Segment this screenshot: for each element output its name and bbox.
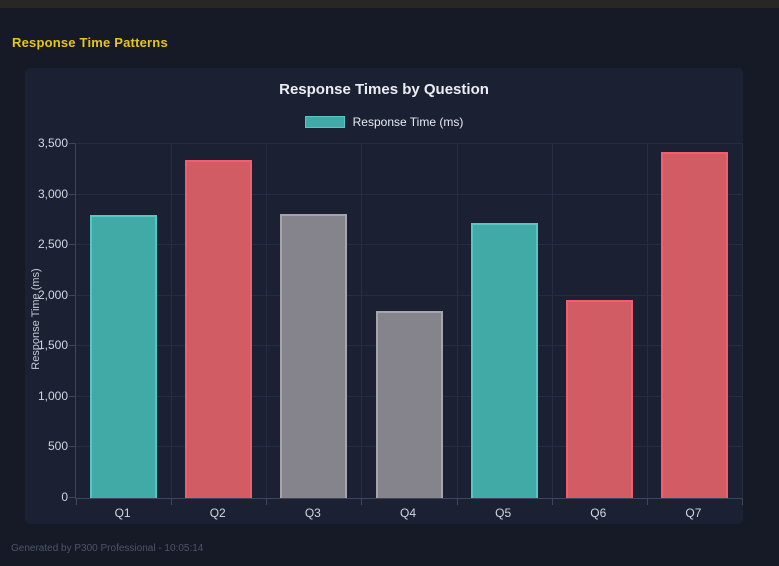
y-tick-mark xyxy=(69,143,75,144)
y-tick-label: 0 xyxy=(61,490,68,504)
x-tick-label: Q3 xyxy=(304,506,321,520)
gridline-vertical xyxy=(646,144,648,498)
chart-legend-item[interactable]: Response Time (ms) xyxy=(25,115,743,129)
gridline-vertical xyxy=(266,144,268,498)
gridline-horizontal xyxy=(76,244,742,246)
gridline-vertical xyxy=(171,144,173,498)
y-tick-label: 2,000 xyxy=(37,287,68,302)
gridline-vertical xyxy=(551,144,553,498)
y-tick-label: 3,000 xyxy=(37,186,68,201)
bar-Q1[interactable] xyxy=(90,214,158,498)
x-tick-label: Q6 xyxy=(590,506,607,520)
bar-Q7[interactable] xyxy=(660,152,728,498)
legend-label: Response Time (ms) xyxy=(352,115,464,129)
y-tick-mark xyxy=(69,497,75,498)
window-top-strip xyxy=(0,0,779,8)
chart-panel: Response Times by Question Response Time… xyxy=(25,68,743,524)
bar-Q2[interactable] xyxy=(185,160,253,498)
gridline-vertical xyxy=(456,144,458,498)
gridline-horizontal xyxy=(76,294,742,296)
bar-Q4[interactable] xyxy=(375,310,443,498)
x-tick-mark xyxy=(742,499,743,505)
y-tick-mark xyxy=(69,244,75,246)
x-tick-label: Q7 xyxy=(685,506,702,520)
x-tick-label: Q2 xyxy=(209,506,226,520)
x-tick-mark xyxy=(266,499,268,505)
y-axis-tick-labels: 0 500 1,000 1,500 2,000 2,500 3,000 3,500 xyxy=(25,136,68,504)
y-tick-mark xyxy=(69,395,75,397)
x-tick-mark xyxy=(361,499,363,505)
y-tick-label: 3,500 xyxy=(37,136,68,150)
bar-Q3[interactable] xyxy=(280,213,348,498)
y-tick-label: 1,000 xyxy=(37,388,68,403)
y-tick-label: 2,500 xyxy=(37,237,68,252)
x-tick-mark xyxy=(646,499,648,505)
plot-area xyxy=(69,143,743,505)
y-tick-label: 500 xyxy=(47,439,68,454)
chart-title: Response Times by Question xyxy=(279,81,489,98)
bar-Q5[interactable] xyxy=(470,222,538,498)
x-tick-label: Q1 xyxy=(114,506,131,520)
y-tick-mark xyxy=(69,294,75,296)
x-tick-label: Q5 xyxy=(495,506,512,520)
x-tick-label: Q4 xyxy=(399,506,416,520)
page-title: Response Time Patterns xyxy=(12,35,168,50)
y-tick-mark xyxy=(69,446,75,448)
bar-Q6[interactable] xyxy=(565,299,633,498)
y-tick-mark xyxy=(69,193,75,195)
x-tick-mark xyxy=(456,499,458,505)
x-tick-mark xyxy=(76,499,77,505)
y-tick-label: 1,500 xyxy=(37,338,68,353)
y-tick-mark xyxy=(69,345,75,347)
x-tick-mark xyxy=(551,499,553,505)
gridline-vertical xyxy=(361,144,363,498)
x-axis-tick-labels: Q1 Q2 Q3 Q4 Q5 Q6 Q7 xyxy=(75,506,741,522)
footer-text: Generated by P300 Professional - 10:05:1… xyxy=(11,543,204,554)
legend-swatch-icon xyxy=(304,116,345,128)
gridline-horizontal xyxy=(76,193,742,195)
x-tick-mark xyxy=(171,499,173,505)
